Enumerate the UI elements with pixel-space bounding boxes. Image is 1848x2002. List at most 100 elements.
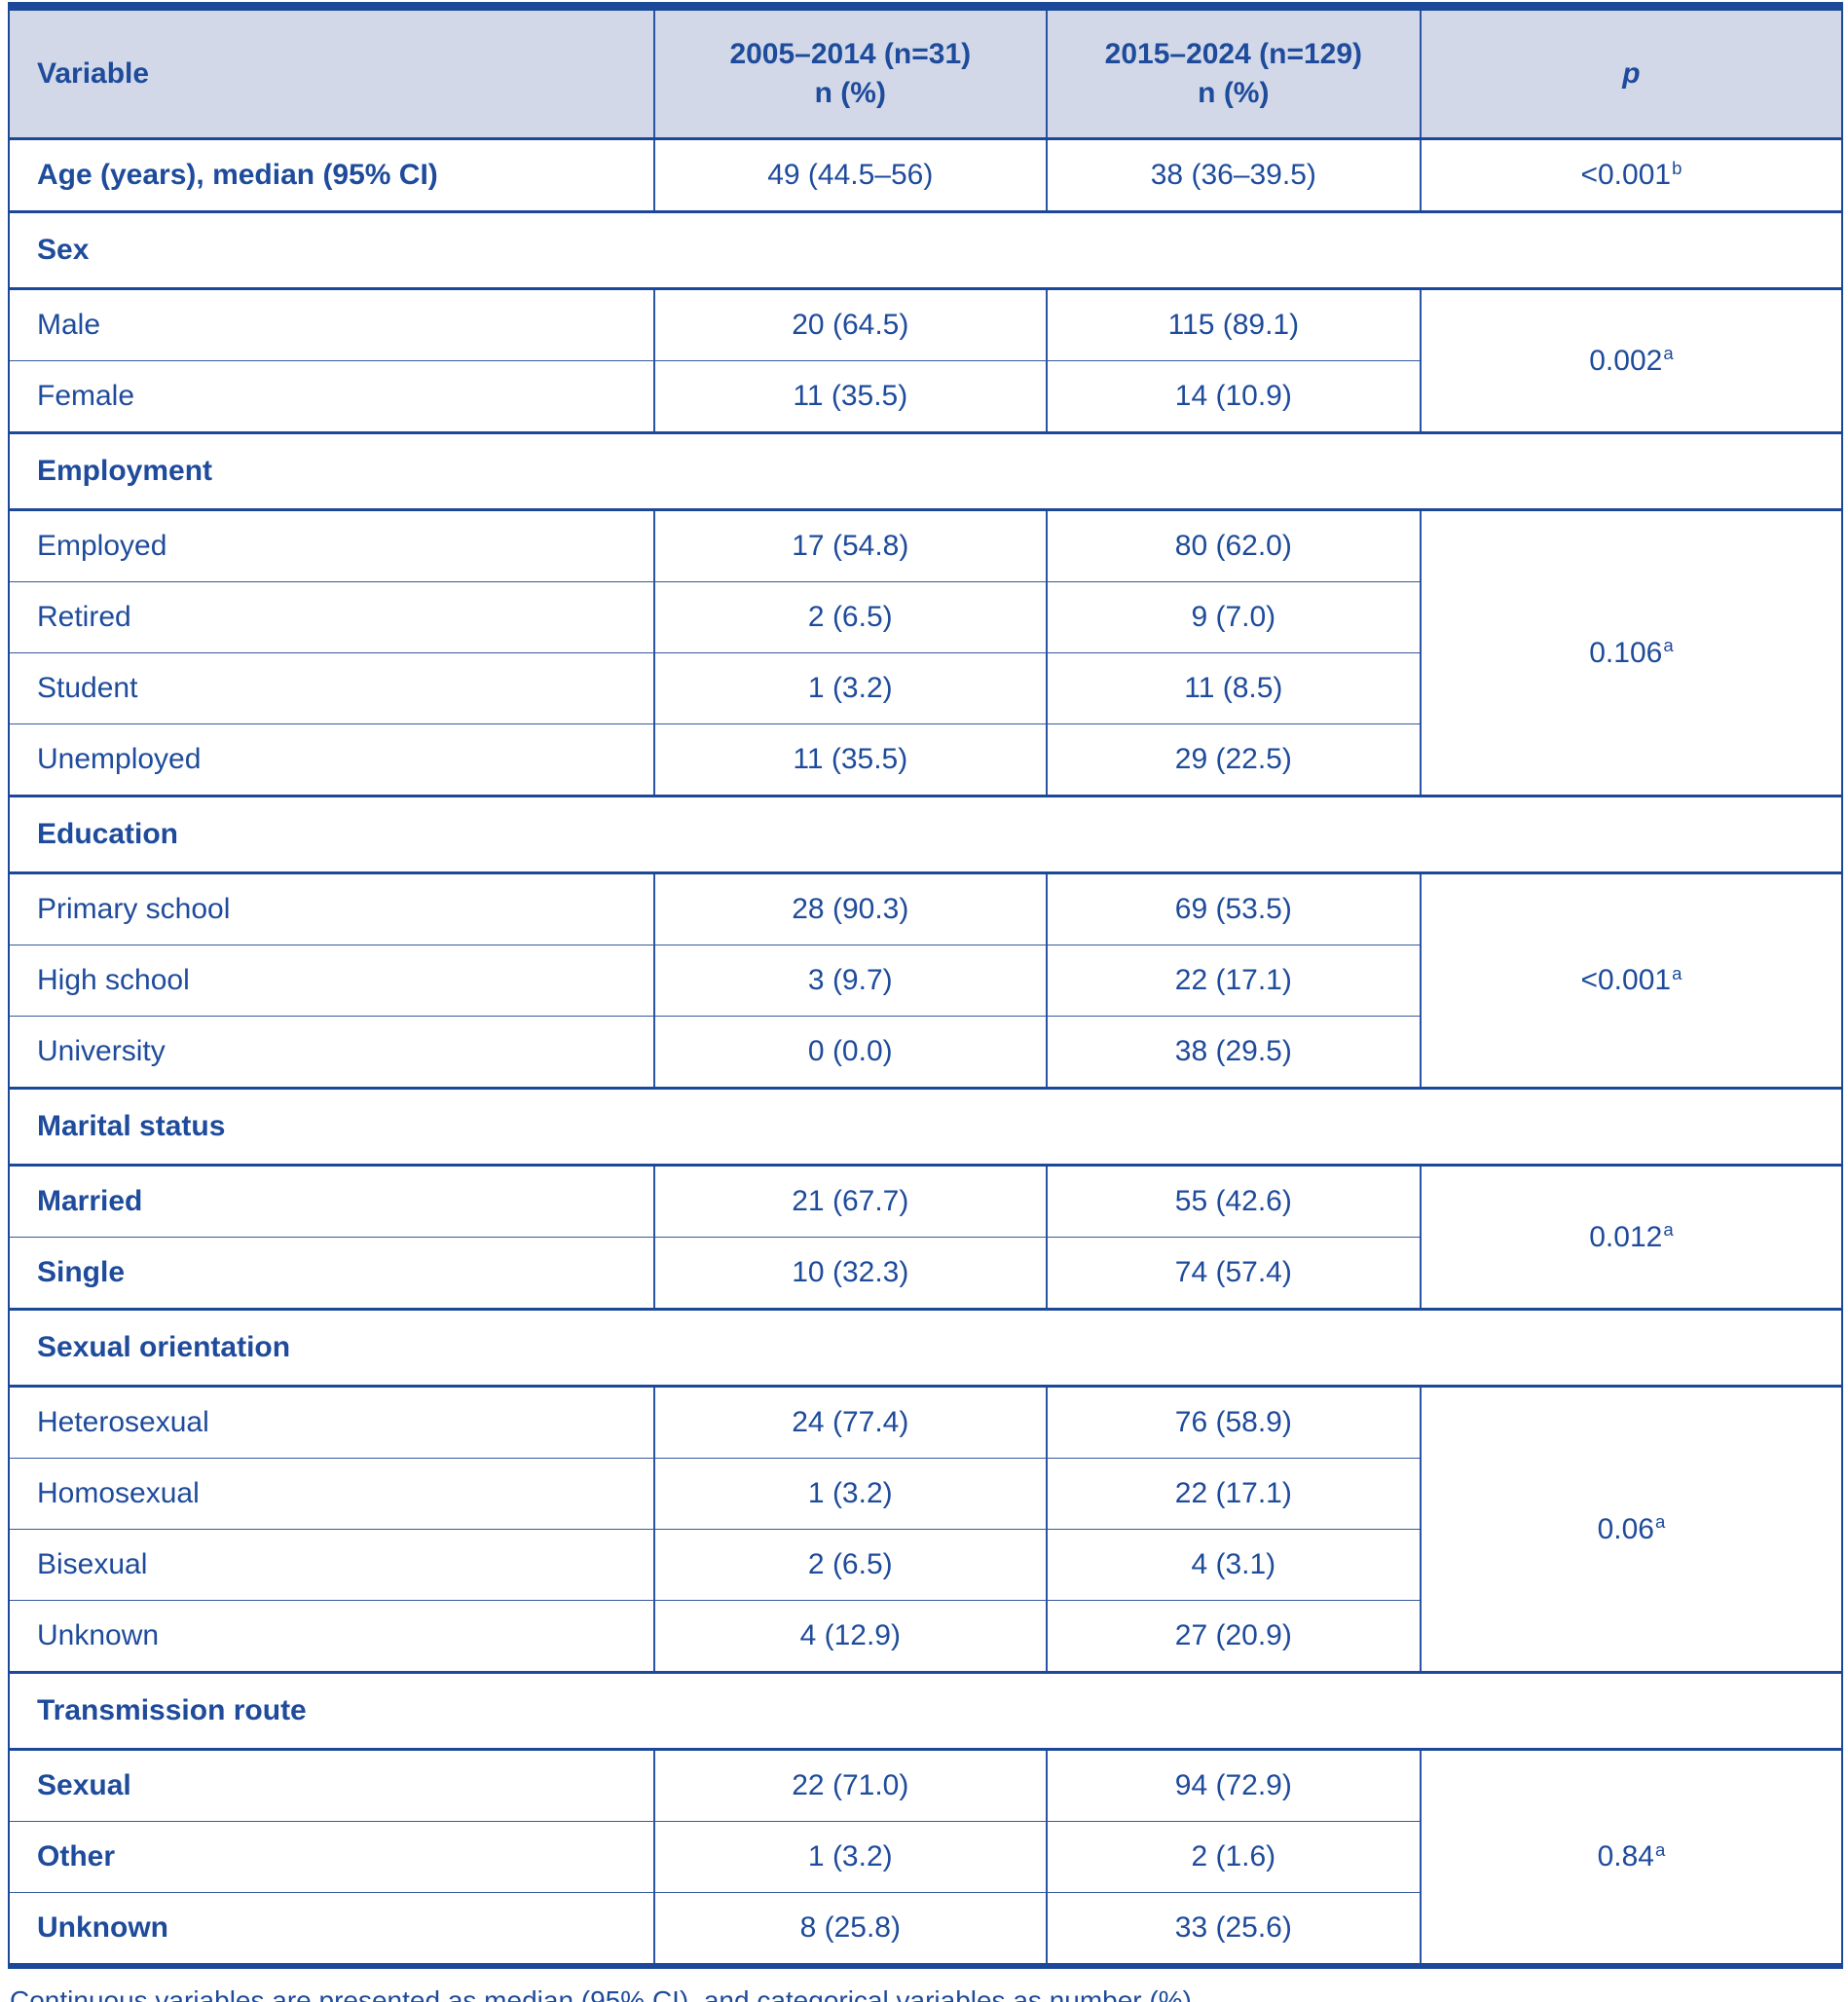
retired-value-period2: 9 (7.0) xyxy=(1045,581,1421,653)
transmission-unknown-value-period1: 8 (25.8) xyxy=(652,1892,1047,1966)
row-transmission-unknown: Unknown 8 (25.8) 33 (25.6) xyxy=(9,1892,1842,1966)
education-p-value: <0.001a xyxy=(1419,872,1842,1089)
orientation-unknown-value-period2: 27 (20.9) xyxy=(1045,1600,1421,1673)
male-value-period1: 20 (64.5) xyxy=(652,288,1047,361)
row-age: Age (years), median (95% CI) 49 (44.5–56… xyxy=(9,138,1842,212)
student-value-period2: 11 (8.5) xyxy=(1045,652,1421,724)
high-school-label: High school xyxy=(9,945,654,1017)
orientation-p-value: 0.06a xyxy=(1419,1386,1842,1673)
demographics-table: Variable 2005–2014 (n=31) n (%) 2015–202… xyxy=(8,2,1843,1969)
row-bisexual: Bisexual 2 (6.5) 4 (3.1) xyxy=(9,1529,1842,1601)
row-university: University 0 (0.0) 38 (29.5) xyxy=(9,1016,1842,1089)
employment-p-value: 0.106a xyxy=(1419,509,1842,797)
university-value-period2: 38 (29.5) xyxy=(1045,1016,1421,1089)
section-sexual-orientation-title: Sexual orientation xyxy=(9,1308,1842,1388)
sex-p-superscript: a xyxy=(1663,343,1674,364)
female-label: Female xyxy=(9,360,654,433)
section-education-title: Education xyxy=(9,795,1842,874)
transmission-sexual-label: Sexual xyxy=(9,1749,654,1822)
row-primary-school: Primary school 28 (90.3) 69 (53.5) <0.00… xyxy=(9,872,1842,1089)
high-school-value-period1: 3 (9.7) xyxy=(652,945,1047,1017)
section-marital-status-title: Marital status xyxy=(9,1087,1842,1167)
section-transmission-route: Transmission route xyxy=(9,1671,1842,1751)
employment-p-superscript: a xyxy=(1663,635,1674,656)
female-value-period1: 11 (35.5) xyxy=(652,360,1047,433)
sex-p-number: 0.002 xyxy=(1589,344,1663,377)
row-retired: Retired 2 (6.5) 9 (7.0) xyxy=(9,581,1842,653)
bisexual-label: Bisexual xyxy=(9,1529,654,1601)
section-education: Education xyxy=(9,795,1842,874)
transmission-p-value: 0.84a xyxy=(1419,1749,1842,1966)
row-married: Married 21 (67.7) 55 (42.6) 0.012a xyxy=(9,1165,1842,1310)
section-sexual-orientation: Sexual orientation xyxy=(9,1308,1842,1388)
header-period-1-unit: n (%) xyxy=(814,77,886,109)
university-label: University xyxy=(9,1016,654,1089)
orientation-unknown-value-period1: 4 (12.9) xyxy=(652,1600,1047,1673)
row-male: Male 20 (64.5) 115 (89.1) 0.002a xyxy=(9,288,1842,433)
orientation-p-number: 0.06 xyxy=(1597,1512,1654,1545)
age-p-value: <0.001b xyxy=(1419,138,1842,212)
row-female: Female 11 (35.5) 14 (10.9) xyxy=(9,360,1842,433)
table-header-row: Variable 2005–2014 (n=31) n (%) 2015–202… xyxy=(9,6,1842,140)
unemployed-value-period1: 11 (35.5) xyxy=(652,723,1047,797)
row-orientation-unknown: Unknown 4 (12.9) 27 (20.9) xyxy=(9,1600,1842,1673)
male-value-period2: 115 (89.1) xyxy=(1045,288,1421,361)
row-transmission-sexual: Sexual 22 (71.0) 94 (72.9) 0.84a xyxy=(9,1749,1842,1966)
primary-school-label: Primary school xyxy=(9,872,654,945)
homosexual-value-period2: 22 (17.1) xyxy=(1045,1458,1421,1530)
unemployed-label: Unemployed xyxy=(9,723,654,797)
female-value-period2: 14 (10.9) xyxy=(1045,360,1421,433)
heterosexual-value-period1: 24 (77.4) xyxy=(652,1386,1047,1459)
employment-p-number: 0.106 xyxy=(1589,636,1663,669)
header-period-2: 2015–2024 (n=129) n (%) xyxy=(1045,6,1421,140)
bisexual-value-period1: 2 (6.5) xyxy=(652,1529,1047,1601)
row-single: Single 10 (32.3) 74 (57.4) xyxy=(9,1237,1842,1310)
section-sex: Sex xyxy=(9,210,1842,290)
education-p-number: <0.001 xyxy=(1580,964,1672,996)
university-value-period1: 0 (0.0) xyxy=(652,1016,1047,1089)
section-marital-status: Marital status xyxy=(9,1087,1842,1167)
transmission-unknown-value-period2: 33 (25.6) xyxy=(1045,1892,1421,1966)
employed-label: Employed xyxy=(9,509,654,582)
sex-p-value: 0.002a xyxy=(1419,288,1842,433)
transmission-other-value-period1: 1 (3.2) xyxy=(652,1821,1047,1893)
bisexual-value-period2: 4 (3.1) xyxy=(1045,1529,1421,1601)
student-value-period1: 1 (3.2) xyxy=(652,652,1047,724)
primary-school-value-period1: 28 (90.3) xyxy=(652,872,1047,945)
employed-value-period1: 17 (54.8) xyxy=(652,509,1047,582)
section-employment-title: Employment xyxy=(9,431,1842,511)
male-label: Male xyxy=(9,288,654,361)
header-period-1: 2005–2014 (n=31) n (%) xyxy=(652,6,1047,140)
age-label: Age (years), median (95% CI) xyxy=(9,138,654,212)
high-school-value-period2: 22 (17.1) xyxy=(1045,945,1421,1017)
retired-label: Retired xyxy=(9,581,654,653)
employed-value-period2: 80 (62.0) xyxy=(1045,509,1421,582)
header-p-value: p xyxy=(1419,6,1842,140)
header-variable: Variable xyxy=(9,6,654,140)
table-footnotes: Continuous variables are presented as me… xyxy=(10,1984,1843,2002)
header-period-2-unit: n (%) xyxy=(1198,77,1270,109)
single-label: Single xyxy=(9,1237,654,1310)
heterosexual-label: Heterosexual xyxy=(9,1386,654,1459)
married-label: Married xyxy=(9,1165,654,1238)
primary-school-value-period2: 69 (53.5) xyxy=(1045,872,1421,945)
section-sex-title: Sex xyxy=(9,210,1842,290)
marital-p-value: 0.012a xyxy=(1419,1165,1842,1310)
retired-value-period1: 2 (6.5) xyxy=(652,581,1047,653)
transmission-p-number: 0.84 xyxy=(1597,1840,1654,1872)
section-employment: Employment xyxy=(9,431,1842,511)
transmission-sexual-value-period2: 94 (72.9) xyxy=(1045,1749,1421,1822)
row-employed: Employed 17 (54.8) 80 (62.0) 0.106a xyxy=(9,509,1842,797)
age-value-period2: 38 (36–39.5) xyxy=(1045,138,1421,212)
marital-p-superscript: a xyxy=(1663,1219,1674,1241)
homosexual-value-period1: 1 (3.2) xyxy=(652,1458,1047,1530)
marital-p-number: 0.012 xyxy=(1589,1220,1663,1253)
age-p-superscript: b xyxy=(1672,157,1682,178)
orientation-p-superscript: a xyxy=(1654,1511,1666,1533)
header-period-1-range: 2005–2014 (n=31) xyxy=(729,37,972,70)
row-homosexual: Homosexual 1 (3.2) 22 (17.1) xyxy=(9,1458,1842,1530)
transmission-other-value-period2: 2 (1.6) xyxy=(1045,1821,1421,1893)
orientation-unknown-label: Unknown xyxy=(9,1600,654,1673)
transmission-p-superscript: a xyxy=(1654,1838,1666,1860)
header-period-2-range: 2015–2024 (n=129) xyxy=(1104,37,1363,70)
